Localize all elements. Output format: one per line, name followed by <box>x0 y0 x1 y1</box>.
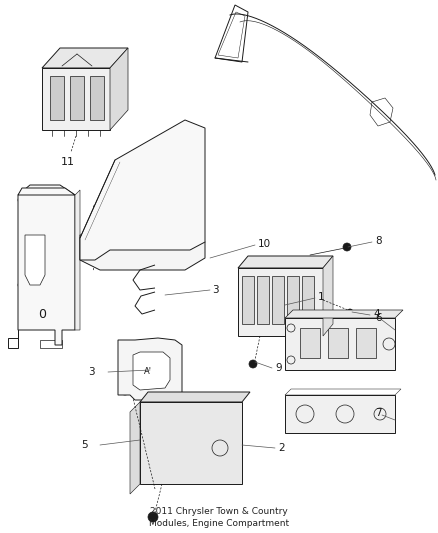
Bar <box>238 268 323 336</box>
Bar <box>131 446 139 458</box>
Polygon shape <box>118 338 182 400</box>
Bar <box>40 340 62 348</box>
Bar <box>50 76 64 120</box>
Bar <box>131 414 139 426</box>
Circle shape <box>249 360 257 368</box>
Bar <box>285 318 395 370</box>
Bar <box>42 68 110 130</box>
Polygon shape <box>285 310 403 318</box>
Bar <box>285 395 395 433</box>
Text: 10: 10 <box>258 239 271 249</box>
Bar <box>131 462 139 474</box>
Bar <box>302 276 314 324</box>
Polygon shape <box>25 235 45 285</box>
Text: 2: 2 <box>278 443 285 453</box>
Polygon shape <box>80 120 205 260</box>
Bar <box>300 328 320 358</box>
Polygon shape <box>140 392 250 402</box>
Bar <box>328 328 348 358</box>
Text: 11: 11 <box>61 157 75 167</box>
Circle shape <box>148 512 158 522</box>
Text: 2011 Chrysler Town & Country: 2011 Chrysler Town & Country <box>150 506 288 515</box>
Bar <box>257 276 269 324</box>
Bar <box>140 402 242 484</box>
Text: A': A' <box>144 367 152 376</box>
Text: 1: 1 <box>318 292 325 302</box>
Bar <box>90 76 104 120</box>
Bar <box>272 276 284 324</box>
Polygon shape <box>323 256 333 336</box>
Bar <box>22 200 50 290</box>
Bar <box>70 76 84 120</box>
Bar <box>242 276 254 324</box>
Text: 8: 8 <box>375 236 381 246</box>
Text: 4: 4 <box>373 309 380 319</box>
Text: 7: 7 <box>375 408 382 418</box>
Bar <box>287 276 299 324</box>
Circle shape <box>347 309 353 315</box>
Bar <box>356 328 376 358</box>
Polygon shape <box>42 48 128 68</box>
Polygon shape <box>18 185 75 345</box>
Bar <box>52 200 72 290</box>
Text: 0: 0 <box>38 309 46 321</box>
Polygon shape <box>110 48 128 130</box>
Text: 6: 6 <box>375 313 382 323</box>
Text: 3: 3 <box>88 367 95 377</box>
Polygon shape <box>18 188 75 195</box>
Text: 5: 5 <box>81 440 88 450</box>
Polygon shape <box>130 402 140 494</box>
Text: 9: 9 <box>275 363 282 373</box>
Polygon shape <box>133 352 170 390</box>
Polygon shape <box>80 232 205 270</box>
Circle shape <box>343 243 351 251</box>
Text: Modules, Engine Compartment: Modules, Engine Compartment <box>149 519 289 528</box>
Bar <box>131 430 139 442</box>
Polygon shape <box>238 256 333 268</box>
Text: 3: 3 <box>212 285 219 295</box>
Polygon shape <box>75 190 80 330</box>
